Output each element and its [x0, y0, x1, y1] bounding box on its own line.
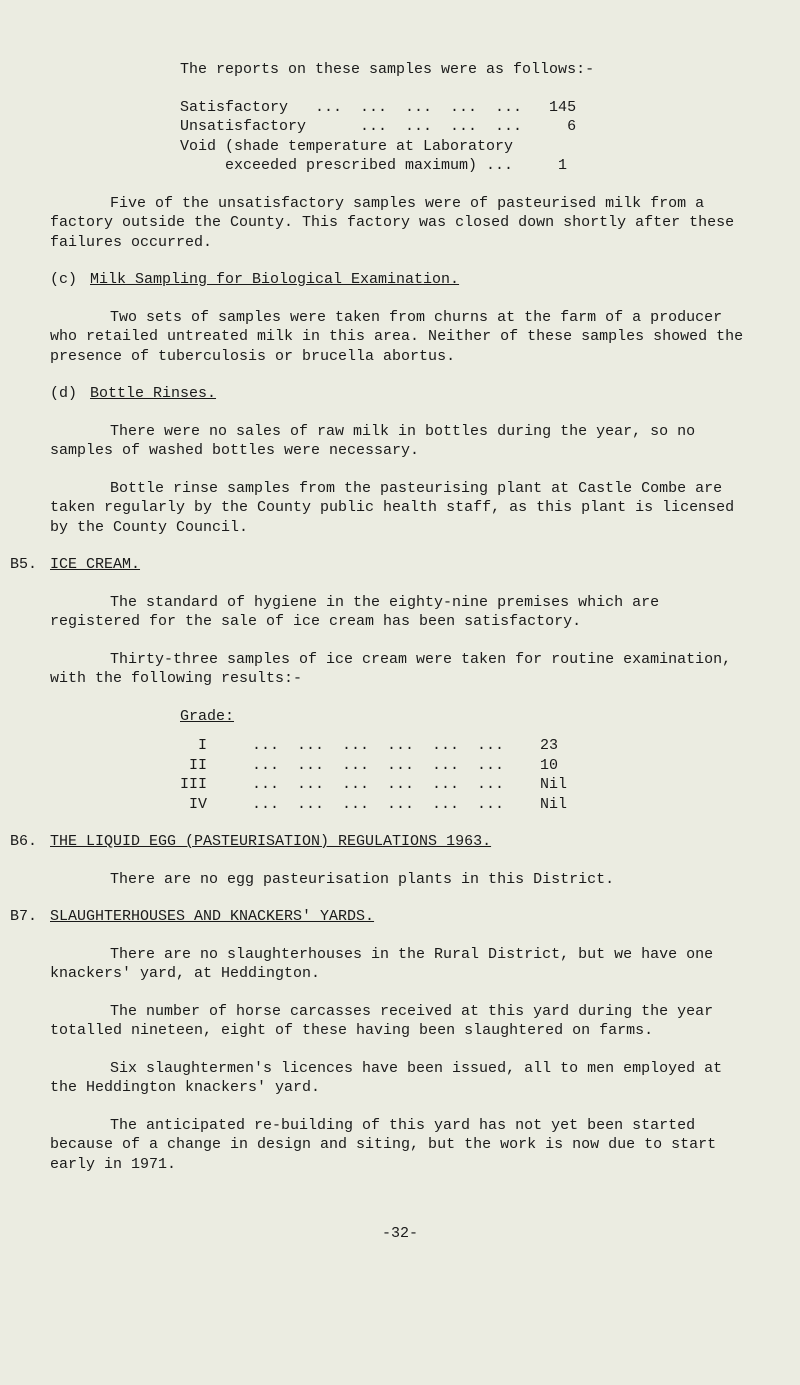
b5-para1: The standard of hygiene in the eighty-ni… [50, 593, 750, 632]
void-row-2: exceeded prescribed maximum) ... 1 [180, 156, 750, 176]
c-title: Milk Sampling for Biological Examination… [90, 271, 459, 288]
intro-line: The reports on these samples were as fol… [180, 60, 750, 80]
void-row-1: Void (shade temperature at Laboratory [180, 137, 750, 157]
grade-heading: Grade: [180, 707, 750, 727]
grade-iii: III ... ... ... ... ... ... Nil [180, 775, 750, 795]
b7-para4: The anticipated re-building of this yard… [50, 1116, 750, 1175]
d-para2: Bottle rinse samples from the pasteurisi… [50, 479, 750, 538]
section-b5-header: B5. ICE CREAM. [10, 555, 750, 575]
b5-label: B5. [10, 555, 50, 575]
b5-title: ICE CREAM. [50, 556, 140, 573]
grade-i: I ... ... ... ... ... ... 23 [180, 736, 750, 756]
section-c-header: (c) Milk Sampling for Biological Examina… [50, 270, 750, 290]
b6-label: B6. [10, 832, 50, 852]
d-title: Bottle Rinses. [90, 385, 216, 402]
d-label: (d) [50, 384, 90, 404]
b7-para2: The number of horse carcasses received a… [50, 1002, 750, 1041]
page-number: -32- [50, 1224, 750, 1244]
para-five: Five of the unsatisfactory samples were … [50, 194, 750, 253]
b6-title: THE LIQUID EGG (PASTEURISATION) REGULATI… [50, 833, 491, 850]
unsatisfactory-row: Unsatisfactory ... ... ... ... 6 [180, 117, 750, 137]
grade-block: Grade: I ... ... ... ... ... ... 23 II .… [180, 707, 750, 815]
section-d-header: (d) Bottle Rinses. [50, 384, 750, 404]
grade-iv: IV ... ... ... ... ... ... Nil [180, 795, 750, 815]
sample-results: Satisfactory ... ... ... ... ... 145 Uns… [180, 98, 750, 176]
b5-para2: Thirty-three samples of ice cream were t… [50, 650, 750, 689]
c-para: Two sets of samples were taken from chur… [50, 308, 750, 367]
b7-label: B7. [10, 907, 50, 927]
c-label: (c) [50, 270, 90, 290]
section-b6-header: B6. THE LIQUID EGG (PASTEURISATION) REGU… [10, 832, 750, 852]
b6-para: There are no egg pasteurisation plants i… [50, 870, 750, 890]
satisfactory-row: Satisfactory ... ... ... ... ... 145 [180, 98, 750, 118]
section-b7-header: B7. SLAUGHTERHOUSES AND KNACKERS' YARDS. [10, 907, 750, 927]
b7-para3: Six slaughtermen's licences have been is… [50, 1059, 750, 1098]
b7-title: SLAUGHTERHOUSES AND KNACKERS' YARDS. [50, 908, 374, 925]
b7-para1: There are no slaughterhouses in the Rura… [50, 945, 750, 984]
d-para1: There were no sales of raw milk in bottl… [50, 422, 750, 461]
grade-ii: II ... ... ... ... ... ... 10 [180, 756, 750, 776]
